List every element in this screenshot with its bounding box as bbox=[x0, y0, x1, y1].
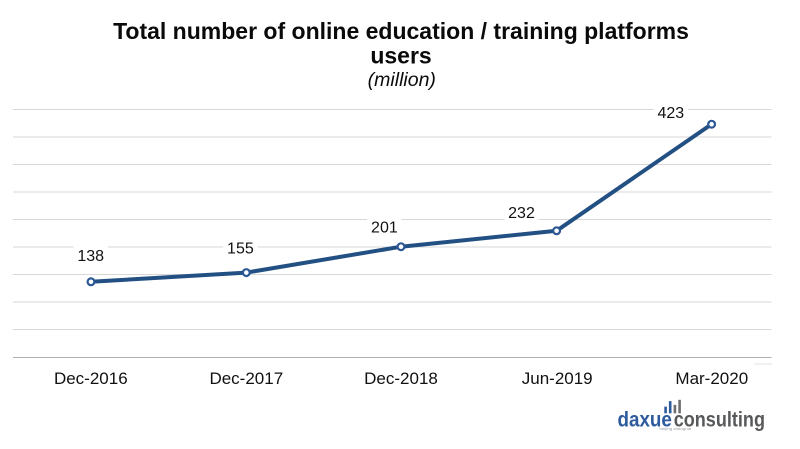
svg-text:users: users bbox=[370, 43, 431, 69]
svg-text:Dec-2017: Dec-2017 bbox=[209, 369, 283, 388]
svg-text:consulting: consulting bbox=[674, 409, 765, 432]
svg-text:beijing shanghai: beijing shanghai bbox=[659, 427, 691, 431]
svg-text:423: 423 bbox=[657, 105, 684, 122]
svg-text:Total number of online educati: Total number of online education / train… bbox=[113, 18, 689, 44]
svg-text:Dec-2018: Dec-2018 bbox=[364, 369, 438, 388]
svg-text:155: 155 bbox=[227, 241, 254, 258]
svg-text:201: 201 bbox=[371, 220, 398, 237]
svg-text:Dec-2016: Dec-2016 bbox=[54, 369, 128, 388]
svg-text:138: 138 bbox=[77, 248, 104, 265]
svg-text:232: 232 bbox=[508, 205, 535, 222]
svg-text:Jun-2019: Jun-2019 bbox=[522, 369, 593, 388]
svg-text:daxue: daxue bbox=[618, 409, 672, 432]
svg-text:Mar-2020: Mar-2020 bbox=[675, 369, 748, 388]
svg-text:(million): (million) bbox=[368, 69, 436, 91]
